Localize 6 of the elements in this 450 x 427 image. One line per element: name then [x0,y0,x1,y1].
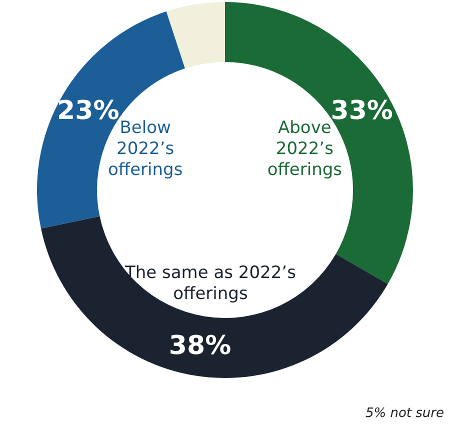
donut-slice [37,11,186,229]
text: 5% not sure [365,406,444,421]
slice-label: The same as 2022’s offerings [124,262,296,304]
donut-slice [166,2,225,68]
donut-slice [40,216,388,378]
data-label: 38% [168,331,232,362]
